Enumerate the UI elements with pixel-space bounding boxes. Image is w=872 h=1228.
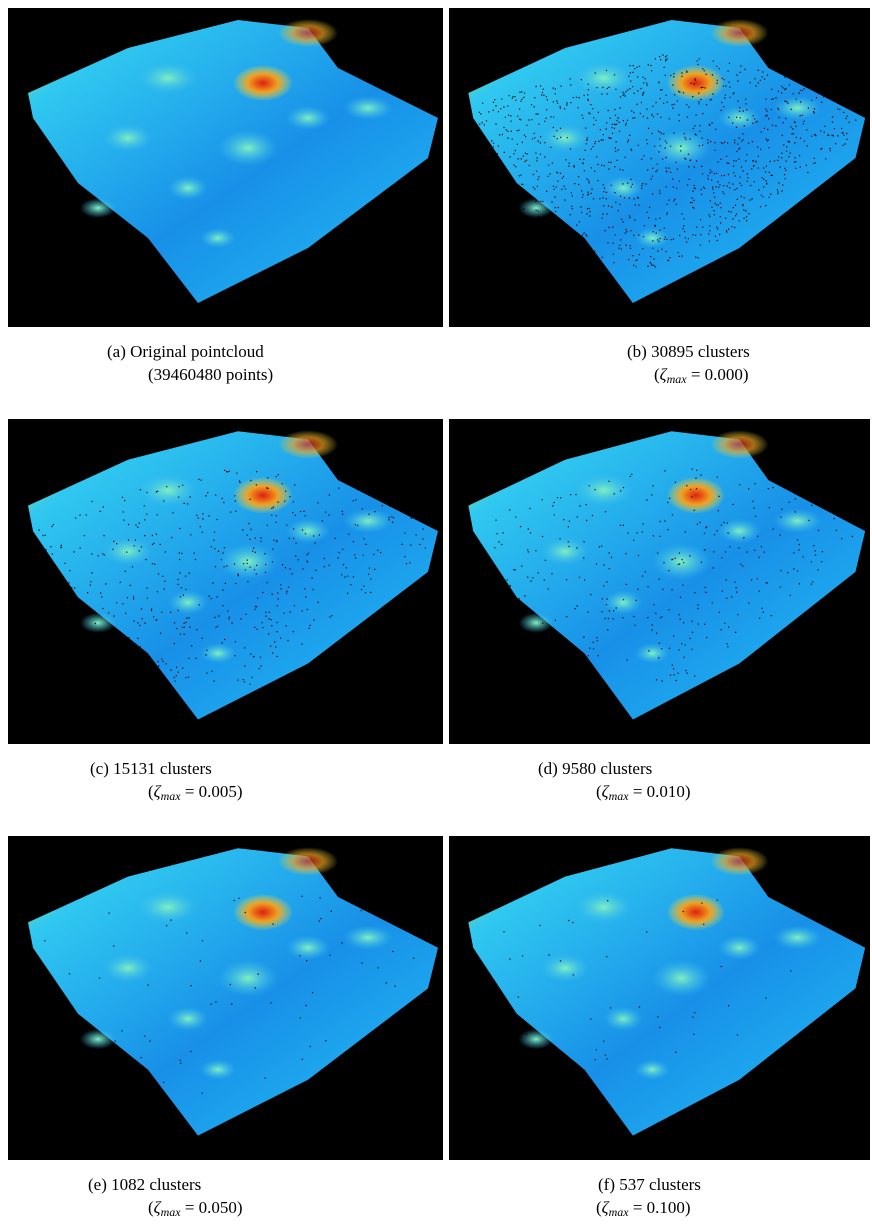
terrain-bump <box>343 509 393 533</box>
panel-image <box>449 8 870 327</box>
terrain-bump <box>286 106 330 130</box>
terrain-bump <box>519 613 554 633</box>
zeta-value: = 0.000) <box>687 365 749 384</box>
terrain <box>8 836 443 1160</box>
terrain-ridge <box>278 430 338 459</box>
panel-image <box>8 836 443 1160</box>
caption: (f) 537 clusters <box>598 1175 701 1195</box>
subcaption: (ζmax = 0.100) <box>596 1198 691 1222</box>
terrain-bump <box>604 1007 643 1031</box>
zeta-value: = 0.050) <box>181 1198 243 1217</box>
caption: (e) 1082 clusters <box>88 1175 201 1195</box>
terrain-bump <box>635 228 670 248</box>
terrain-bump <box>138 62 198 94</box>
terrain-bump <box>718 106 761 130</box>
point-count: (39460480 points) <box>148 365 273 384</box>
terrain-bump <box>541 954 589 982</box>
zeta-subscript: max <box>609 789 629 803</box>
terrain-ridge <box>278 847 338 875</box>
subcaption: (ζmax = 0.000) <box>654 365 749 389</box>
terrain-bump <box>138 891 198 924</box>
terrain-bump <box>168 176 208 200</box>
terrain-bump <box>80 613 116 633</box>
terrain-bump <box>773 509 821 533</box>
terrain-bump <box>168 590 208 614</box>
terrain-bump <box>718 936 761 960</box>
terrain-bump <box>343 925 393 949</box>
panel-image <box>8 419 443 744</box>
terrain-bump <box>80 1029 116 1049</box>
panel-image <box>449 419 870 744</box>
terrain-ridge <box>710 430 768 459</box>
terrain <box>8 8 443 327</box>
zeta-value: = 0.010) <box>629 782 691 801</box>
terrain <box>449 8 870 327</box>
zeta-symbol: ζ <box>154 782 161 801</box>
terrain-bump <box>652 960 710 997</box>
terrain-bump <box>519 1029 554 1049</box>
subcaption: (ζmax = 0.010) <box>596 782 691 806</box>
terrain <box>449 419 870 744</box>
terrain-bump <box>103 954 153 982</box>
zeta-value: = 0.100) <box>629 1198 691 1217</box>
terrain-bump <box>773 925 821 949</box>
terrain-bump <box>138 474 198 507</box>
caption: (d) 9580 clusters <box>538 759 652 779</box>
zeta-subscript: max <box>161 1205 181 1219</box>
terrain-peak <box>667 894 725 931</box>
terrain-peak <box>233 894 293 931</box>
zeta-symbol: ζ <box>154 1198 161 1217</box>
zeta-value: = 0.005) <box>181 782 243 801</box>
terrain-bump <box>200 228 236 248</box>
terrain-bump <box>103 124 153 152</box>
zeta-subscript: max <box>609 1205 629 1219</box>
terrain-bump <box>635 1059 670 1079</box>
terrain-bump <box>575 62 633 94</box>
terrain-bump <box>286 936 330 960</box>
terrain-bump <box>168 1007 208 1031</box>
panel-image <box>449 836 870 1160</box>
terrain-bump <box>218 130 278 166</box>
zeta-symbol: ζ <box>660 365 667 384</box>
zeta-subscript: max <box>161 789 181 803</box>
terrain-bump <box>635 643 670 663</box>
subcaption: (ζmax = 0.005) <box>148 782 243 806</box>
terrain <box>8 419 443 744</box>
terrain-bump <box>343 96 393 120</box>
terrain-bump <box>541 124 589 152</box>
terrain-bump <box>218 960 278 997</box>
terrain-peak <box>667 65 725 101</box>
terrain <box>449 836 870 1160</box>
terrain-bump <box>103 537 153 566</box>
terrain-bump <box>80 198 116 218</box>
terrain-bump <box>541 537 589 566</box>
terrain-bump <box>604 176 643 200</box>
figure: (a) Original pointcloud (39460480 points)… <box>0 0 872 1228</box>
terrain-bump <box>773 96 821 120</box>
panel-image <box>8 8 443 327</box>
terrain-bump <box>200 1059 236 1079</box>
zeta-symbol: ζ <box>602 782 609 801</box>
terrain-bump <box>218 543 278 580</box>
terrain-peak <box>233 477 293 514</box>
zeta-symbol: ζ <box>602 1198 609 1217</box>
caption: (c) 15131 clusters <box>90 759 212 779</box>
caption: (b) 30895 clusters <box>627 342 750 362</box>
terrain-peak <box>233 65 293 101</box>
terrain-bump <box>200 643 236 663</box>
subcaption: (39460480 points) <box>148 365 273 385</box>
subcaption: (ζmax = 0.050) <box>148 1198 243 1222</box>
zeta-subscript: max <box>667 372 687 386</box>
terrain-ridge <box>710 847 768 875</box>
terrain-bump <box>575 474 633 507</box>
terrain-ridge <box>710 19 768 47</box>
terrain-bump <box>575 891 633 924</box>
terrain-bump <box>652 130 710 166</box>
terrain-bump <box>286 519 330 543</box>
caption: (a) Original pointcloud <box>107 342 264 362</box>
terrain-ridge <box>278 19 338 47</box>
